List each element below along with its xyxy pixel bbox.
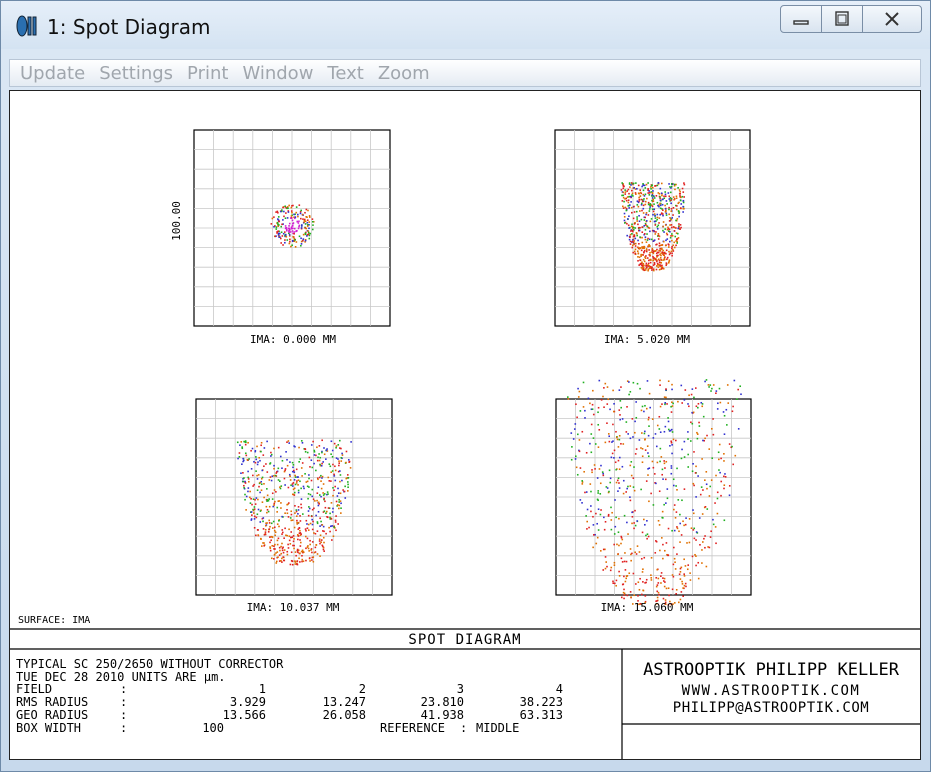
reference-value: MIDDLE bbox=[476, 721, 519, 735]
field-2-box bbox=[554, 129, 751, 327]
row-value: 4 bbox=[556, 682, 563, 696]
field-1-label: IMA: 0.000 MM bbox=[250, 333, 336, 346]
rms-radius-row: RMS RADIUS : 3.929 13.247 23.810 38.223 bbox=[16, 695, 563, 709]
company-email: PHILIPP@ASTROOPTIK.COM bbox=[673, 700, 869, 716]
menu-window[interactable]: Window bbox=[242, 62, 314, 84]
minimize-button[interactable] bbox=[780, 5, 822, 33]
spot-diagram-plot: 100.00 IMA: 0.000 MM IMA: 5.020 MM IMA: … bbox=[10, 129, 920, 759]
company-url: WWW.ASTROOPTIK.COM bbox=[682, 683, 861, 699]
close-button[interactable] bbox=[862, 5, 922, 33]
box-width-row: BOX WIDTH : 100 REFERENCE : MIDDLE bbox=[16, 721, 519, 735]
field-4-label: IMA: 15.060 MM bbox=[601, 601, 694, 614]
company-name: ASTROOPTIK PHILIPP KELLER bbox=[643, 660, 900, 680]
box-width-value: 100 bbox=[202, 721, 224, 735]
row-label: RMS RADIUS bbox=[16, 695, 88, 709]
spot-diagram-canvas: 100.00 IMA: 0.000 MM IMA: 5.020 MM IMA: … bbox=[9, 90, 921, 760]
menu-bar: Update Settings Print Window Text Zoom bbox=[9, 59, 921, 87]
menu-settings[interactable]: Settings bbox=[99, 62, 174, 84]
info-line-1: TYPICAL SC 250/2650 WITHOUT CORRECTOR bbox=[16, 657, 284, 671]
info-line-2: TUE DEC 28 2010 UNITS ARE µm. bbox=[16, 670, 226, 684]
menu-update[interactable]: Update bbox=[20, 62, 86, 84]
window-title: 1: Spot Diagram bbox=[47, 15, 211, 39]
row-sep: : bbox=[120, 695, 127, 709]
reference-sep: : bbox=[460, 721, 467, 735]
row-sep: : bbox=[120, 708, 127, 722]
field-2-label: IMA: 5.020 MM bbox=[604, 333, 690, 346]
close-icon bbox=[885, 12, 899, 26]
field-row: FIELD : 1 2 3 4 bbox=[16, 682, 563, 696]
maximize-button[interactable] bbox=[821, 5, 863, 33]
box-width-sep: : bbox=[120, 721, 127, 735]
row-value: 26.058 bbox=[323, 708, 366, 722]
menu-zoom[interactable]: Zoom bbox=[377, 62, 430, 84]
minimize-icon bbox=[793, 20, 809, 25]
row-value: 23.810 bbox=[421, 695, 464, 709]
footer-frame bbox=[10, 628, 920, 759]
spot-diagram-heading: SPOT DIAGRAM bbox=[408, 632, 521, 648]
field-4-box bbox=[555, 379, 752, 606]
row-value: 1 bbox=[259, 682, 266, 696]
field-3-box bbox=[195, 398, 393, 596]
geo-radius-row: GEO RADIUS : 13.566 26.058 41.938 63.313 bbox=[16, 708, 563, 722]
row-value: 13.566 bbox=[223, 708, 266, 722]
reference-label: REFERENCE bbox=[380, 721, 445, 735]
row-sep: : bbox=[120, 682, 127, 696]
row-value: 38.223 bbox=[520, 695, 563, 709]
row-label: FIELD bbox=[16, 682, 52, 696]
menu-print[interactable]: Print bbox=[187, 62, 229, 84]
menu-text[interactable]: Text bbox=[327, 62, 364, 84]
field-1-box bbox=[193, 129, 391, 327]
row-value: 3.929 bbox=[230, 695, 266, 709]
row-value: 13.247 bbox=[323, 695, 366, 709]
row-value: 41.938 bbox=[421, 708, 464, 722]
row-value: 3 bbox=[457, 682, 464, 696]
window-controls bbox=[780, 5, 922, 35]
maximize-icon bbox=[835, 11, 849, 26]
row-value: 63.313 bbox=[520, 708, 563, 722]
lens-app-icon bbox=[16, 15, 37, 37]
row-value: 2 bbox=[359, 682, 366, 696]
row-label: GEO RADIUS bbox=[16, 708, 88, 722]
field-3-label: IMA: 10.037 MM bbox=[247, 601, 340, 614]
box-width-label: BOX WIDTH bbox=[16, 721, 81, 735]
title-bar[interactable]: 1: Spot Diagram bbox=[1, 1, 930, 49]
surface-label: SURFACE: IMA bbox=[18, 615, 90, 626]
scale-label: 100.00 bbox=[170, 201, 183, 241]
